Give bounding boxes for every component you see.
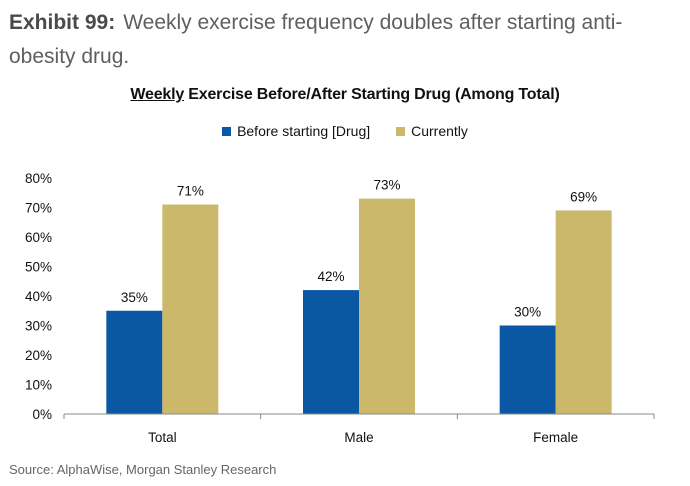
data-label: 42%	[317, 269, 344, 284]
x-tick-label: Male	[344, 430, 373, 445]
chart-legend: Before starting [Drug] Currently	[0, 123, 690, 139]
data-label: 30%	[514, 305, 541, 320]
legend-item-currently: Currently	[396, 123, 468, 139]
x-tick-label: Total	[148, 430, 177, 445]
exhibit-heading: Exhibit 99: Weekly exercise frequency dou…	[9, 6, 685, 74]
x-tick-label: Female	[533, 430, 578, 445]
chart-title-underlined: Weekly	[130, 86, 185, 103]
y-tick-label: 50%	[25, 260, 52, 275]
y-tick-label: 60%	[25, 230, 52, 245]
source-note: Source: AlphaWise, Morgan Stanley Resear…	[9, 462, 277, 477]
data-label: 69%	[570, 189, 597, 204]
bar-male-series-1	[303, 290, 359, 414]
y-tick-label: 70%	[25, 201, 52, 216]
exhibit-title: Weekly exercise frequency doubles after …	[9, 11, 623, 68]
data-label: 71%	[177, 184, 204, 199]
legend-swatch-currently	[396, 126, 406, 136]
legend-label-currently: Currently	[411, 123, 468, 139]
bar-female-series-2	[555, 210, 612, 414]
y-tick-label: 80%	[25, 171, 52, 186]
legend-item-before: Before starting [Drug]	[222, 123, 370, 139]
legend-label-before: Before starting [Drug]	[237, 123, 371, 139]
y-tick-label: 10%	[25, 378, 52, 393]
data-label: 35%	[121, 290, 148, 305]
legend-swatch-before	[222, 126, 232, 136]
y-tick-label: 20%	[25, 348, 52, 363]
chart-title: Weekly Exercise Before/After Starting Dr…	[0, 86, 690, 104]
y-tick-label: 40%	[25, 289, 52, 304]
bar-male-series-2	[359, 198, 415, 414]
bar-total-series-2	[162, 204, 219, 414]
bar-female-series-1	[499, 325, 556, 414]
bar-total-series-1	[106, 310, 163, 414]
data-label: 73%	[373, 178, 400, 193]
y-tick-label: 30%	[25, 319, 52, 334]
chart-title-rest: Exercise Before/After Starting Drug (Amo…	[184, 86, 560, 103]
y-tick-label: 0%	[32, 407, 52, 422]
exhibit-label: Exhibit 99:	[9, 11, 116, 34]
